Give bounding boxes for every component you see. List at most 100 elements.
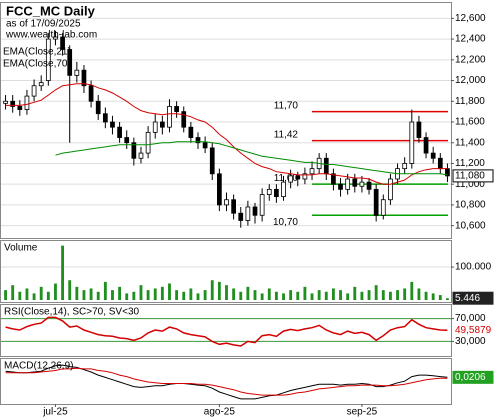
volume-bar: [132, 291, 136, 300]
volume-bar: [118, 286, 122, 300]
volume-bar: [232, 288, 236, 300]
candle-body: [252, 206, 258, 216]
volume-bar: [339, 290, 342, 300]
y-tick-label: 70,000: [455, 313, 486, 324]
volume-bar: [46, 291, 50, 300]
y-tick-label: 10,600: [455, 220, 486, 231]
volume-bar: [203, 290, 207, 300]
volume-bar: [446, 298, 449, 300]
y-tick-label: 11,600: [455, 117, 485, 128]
volume-bar: [296, 291, 300, 300]
candle-body: [295, 175, 301, 180]
ema-line: [5, 83, 448, 185]
candle-body: [352, 178, 358, 187]
y-tick-label: 12,400: [455, 34, 486, 45]
volume-bar: [289, 290, 293, 300]
volume-bar: [11, 285, 15, 300]
candle-body: [95, 100, 101, 115]
volume-bar: [388, 291, 392, 300]
level-label: 10,70: [273, 217, 298, 228]
volume-bar: [103, 281, 107, 300]
candle-body: [60, 36, 65, 50]
candle-body: [53, 36, 58, 40]
volume-bar: [68, 280, 72, 300]
candle-body: [309, 168, 315, 175]
candle-body: [31, 85, 37, 97]
candle-body: [174, 106, 179, 113]
candle-body: [74, 69, 80, 76]
candle-body: [181, 111, 187, 128]
candle-body: [423, 137, 429, 154]
candle-body: [24, 95, 30, 110]
candle-body: [17, 106, 23, 110]
current-value-box: [452, 291, 494, 305]
level-label: 11,42: [274, 129, 299, 140]
candle-body: [102, 113, 108, 123]
candle-body: [117, 126, 122, 138]
y-tick-label: 12,200: [455, 54, 486, 65]
y-tick-label: 10,800: [455, 200, 486, 211]
volume-bar: [282, 293, 285, 300]
y-tick-label: 11,200: [455, 158, 485, 169]
volume-bar: [331, 288, 335, 300]
candle-body: [359, 181, 365, 187]
candle-body: [437, 157, 443, 170]
volume-bar: [32, 293, 36, 300]
volume-bar: [225, 285, 228, 300]
volume-bar: [139, 285, 143, 300]
chart-subtitle: as of 17/09/2025: [6, 19, 81, 30]
candle-body: [259, 194, 265, 216]
candle-body: [445, 168, 450, 177]
candle-body: [110, 121, 115, 128]
volume-bar: [274, 291, 278, 300]
panel-title: MACD(12,26,9): [4, 361, 73, 372]
candle-body: [345, 178, 351, 190]
candle-body: [10, 100, 16, 107]
volume-bar: [54, 283, 57, 300]
volume-bar: [374, 285, 378, 300]
current-value-label: 49,5879: [455, 325, 492, 336]
volume-bar: [317, 290, 321, 300]
volume-bar: [360, 291, 364, 300]
volume-bar: [89, 288, 93, 300]
volume-bar: [153, 288, 157, 300]
volume-bar: [417, 288, 421, 300]
volume-bar: [217, 281, 221, 300]
volume-bar: [168, 283, 171, 300]
volume-bar: [146, 290, 150, 300]
volume-bar: [267, 288, 271, 300]
candle-body: [288, 175, 294, 183]
candle-body: [45, 38, 51, 81]
chart-source: www.wealth-lab.com: [5, 30, 97, 41]
candle-body: [195, 137, 201, 144]
indicator-line: [5, 316, 448, 347]
volume-bar: [182, 291, 186, 300]
volume-bar: [424, 291, 428, 300]
volume-bar: [396, 290, 399, 300]
y-tick-label: 11,800: [455, 96, 485, 107]
candle-body: [373, 188, 379, 216]
candle-body: [366, 181, 372, 190]
candle-body: [409, 121, 415, 164]
volume-bar: [18, 291, 22, 300]
candle-body: [281, 181, 286, 198]
candle-body: [202, 142, 208, 149]
y-tick-label: 100.000: [455, 262, 492, 273]
volume-bar: [246, 286, 250, 300]
volume-bar: [367, 290, 371, 300]
volume-bar: [160, 286, 164, 300]
volume-bar: [324, 291, 328, 300]
candle-body: [224, 199, 229, 206]
current-value-label: 11,080: [455, 171, 485, 182]
candle-body: [38, 82, 44, 87]
current-value-box: [452, 323, 494, 337]
candle-body: [152, 121, 158, 133]
level-label: 11,70: [274, 100, 299, 111]
candle-body: [81, 69, 87, 87]
candle-body: [67, 49, 73, 76]
legend-entry: EMA(Close,21): [3, 47, 71, 58]
ema-line: [55, 141, 448, 176]
candle-body: [159, 121, 165, 128]
panel-frame: [0, 304, 452, 357]
current-value-box: [452, 370, 494, 384]
